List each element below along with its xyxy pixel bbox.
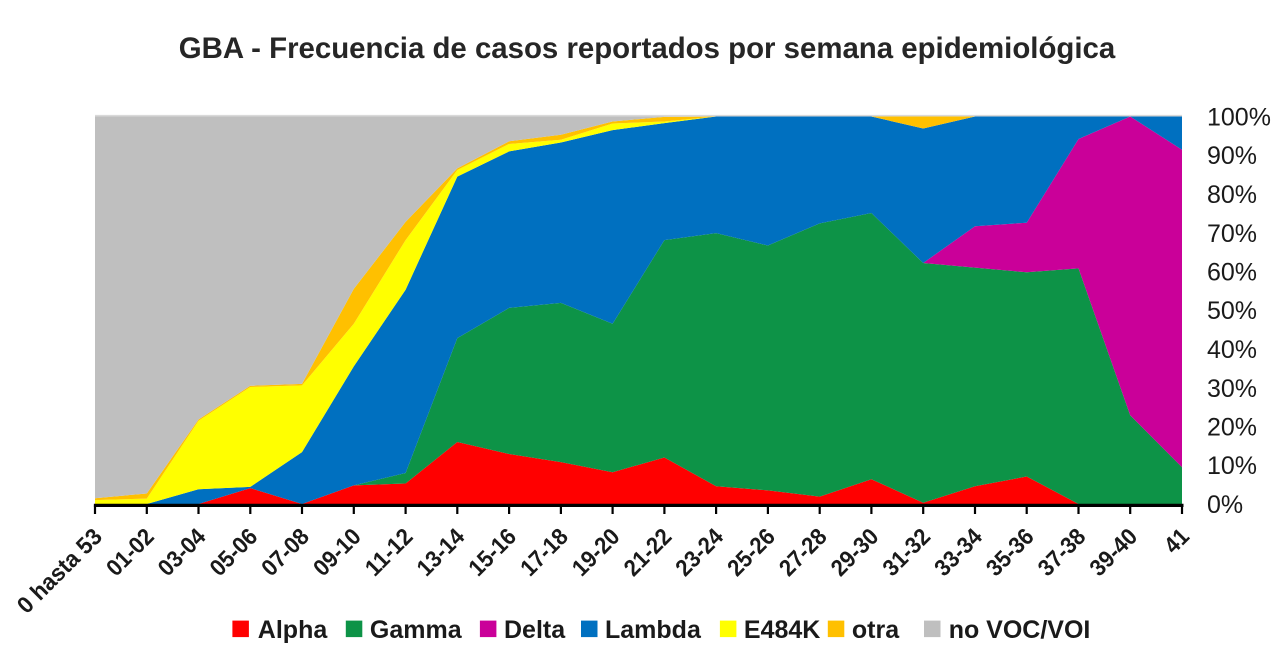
svg-text:no VOC/VOI: no VOC/VOI — [949, 616, 1091, 644]
svg-text:E484K: E484K — [744, 616, 820, 644]
svg-text:50%: 50% — [1207, 297, 1257, 325]
svg-text:100%: 100% — [1207, 104, 1271, 132]
svg-text:Delta: Delta — [504, 616, 566, 644]
svg-text:Gamma: Gamma — [370, 616, 463, 644]
svg-text:30%: 30% — [1207, 375, 1257, 403]
svg-text:90%: 90% — [1207, 142, 1257, 170]
svg-text:otra: otra — [852, 616, 900, 644]
svg-text:Lambda: Lambda — [605, 616, 702, 644]
svg-text:40%: 40% — [1207, 336, 1257, 364]
svg-text:70%: 70% — [1207, 220, 1257, 248]
svg-text:60%: 60% — [1207, 259, 1257, 287]
svg-text:80%: 80% — [1207, 181, 1257, 209]
svg-text:0%: 0% — [1207, 491, 1243, 519]
svg-text:20%: 20% — [1207, 414, 1257, 442]
svg-text:GBA - Frecuencia de casos repo: GBA - Frecuencia de casos reportados por… — [179, 32, 1116, 65]
svg-text:Alpha: Alpha — [258, 616, 329, 644]
svg-text:10%: 10% — [1207, 452, 1257, 480]
